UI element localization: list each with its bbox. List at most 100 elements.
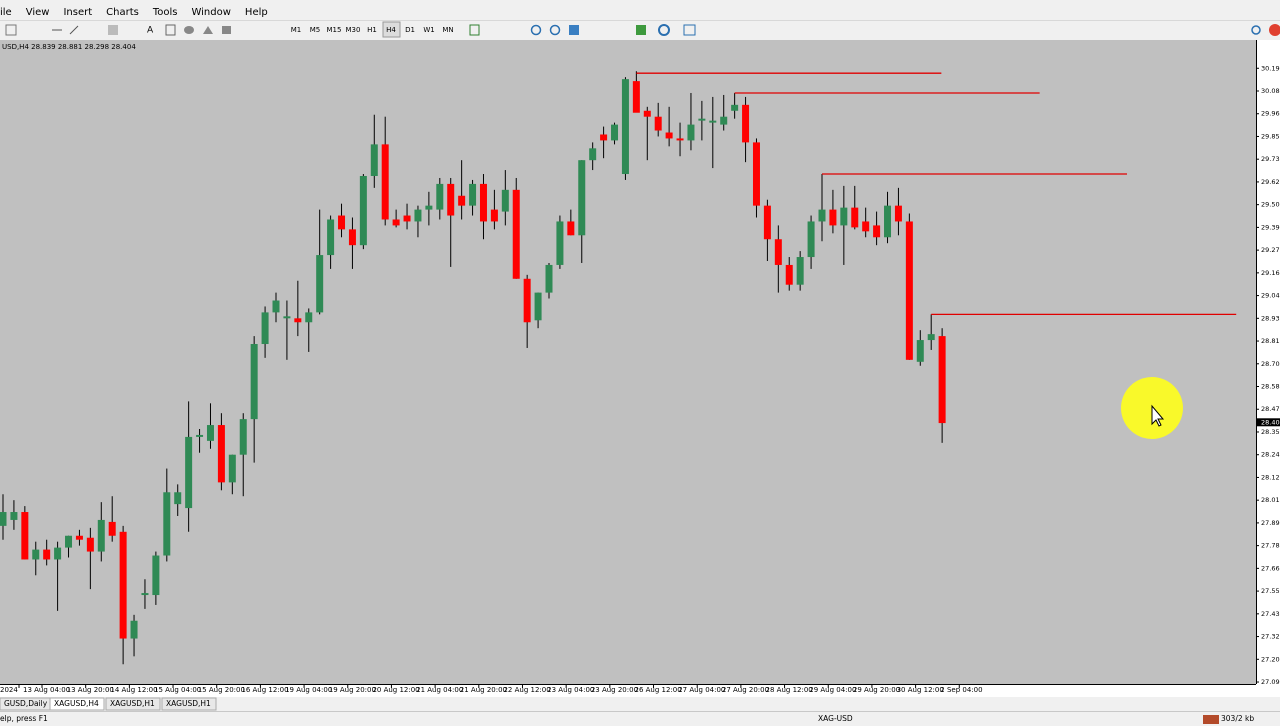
candle-body [938, 336, 946, 424]
candle-body [894, 205, 902, 222]
menu-item[interactable]: Charts [106, 7, 139, 18]
time-label: 30 Aug 12:00 [897, 686, 944, 694]
candle-body [643, 110, 651, 117]
timeframe-button[interactable]: H1 [367, 26, 377, 34]
time-label: 19 Aug 04:00 [285, 686, 332, 694]
candle-body [742, 104, 750, 143]
timeframe-button[interactable]: H4 [386, 26, 396, 34]
candle-body [152, 555, 160, 596]
candle-body [829, 209, 837, 226]
time-label: 23 Aug 20:00 [591, 686, 638, 694]
timeframe-active [382, 21, 401, 38]
candle-body [501, 189, 509, 212]
candle-body [665, 132, 673, 139]
status-bar [0, 712, 1280, 726]
candle-body [589, 148, 597, 161]
price-label: 28.240 [1261, 451, 1280, 459]
candle-body [600, 134, 608, 141]
tab[interactable] [105, 697, 161, 711]
menu-item[interactable]: Tools [152, 7, 178, 18]
candle-body [796, 257, 804, 285]
candle-body [141, 593, 149, 596]
candle-body [862, 221, 870, 232]
tab-label: XAGUSD,H4 [54, 699, 99, 708]
price-label: 28.930 [1261, 314, 1280, 322]
candle-body [206, 425, 214, 441]
time-label: 21 Aug 20:00 [460, 686, 507, 694]
timeframe-button[interactable]: M30 [346, 26, 361, 34]
price-label: 27.320 [1261, 633, 1280, 641]
time-label: 20 Aug 12:00 [372, 686, 419, 694]
price-label: 27.665 [1261, 564, 1280, 572]
tab-label: XAGUSD,H1 [166, 699, 211, 708]
time-label: 13 Aug 04:00 [23, 686, 70, 694]
candle-body [174, 492, 182, 505]
candle-body [676, 138, 684, 141]
last-price-box [1257, 418, 1280, 427]
time-axis [0, 684, 1280, 697]
price-label: 29.275 [1261, 246, 1280, 254]
price-label: 29.620 [1261, 178, 1280, 186]
time-label: 21 Aug 04:00 [416, 686, 463, 694]
price-label: 29.850 [1261, 132, 1280, 140]
candle-body [578, 160, 586, 236]
candle-body [458, 195, 466, 206]
cursor-highlight [1121, 377, 1183, 439]
menu-item[interactable]: Window [191, 7, 230, 18]
candle-body [545, 264, 553, 293]
timeframe-button[interactable]: MN [442, 26, 453, 34]
price-label: 29.160 [1261, 269, 1280, 277]
candle-body [709, 120, 717, 123]
price-label: 28.125 [1261, 473, 1280, 481]
tab[interactable] [49, 697, 105, 711]
candle-body [305, 312, 313, 323]
time-label: 19 Aug 20:00 [329, 686, 376, 694]
candle-body [611, 124, 619, 141]
tab[interactable] [161, 697, 217, 711]
candle-body [32, 549, 40, 560]
candle-body [294, 318, 302, 323]
candle-body [283, 316, 291, 319]
time-label: 15 Aug 20:00 [198, 686, 245, 694]
price-label: 30.195 [1261, 64, 1280, 72]
timeframe-button[interactable]: W1 [423, 26, 434, 34]
menu-item[interactable]: View [26, 7, 50, 18]
time-label: 15 Aug 04:00 [154, 686, 201, 694]
timeframe-button[interactable]: M5 [310, 26, 321, 34]
price-label: 28.010 [1261, 496, 1280, 504]
candle-body [21, 512, 29, 560]
menu-item[interactable]: Insert [63, 7, 92, 18]
timeframe-button[interactable]: M1 [291, 26, 302, 34]
candle-body [436, 183, 444, 210]
time-label: 2024 [0, 686, 18, 694]
candle-body [359, 175, 367, 246]
candle-body [54, 547, 62, 560]
candle-body [731, 104, 739, 111]
candle-body [119, 531, 127, 639]
time-label: 14 Aug 12:00 [110, 686, 157, 694]
price-label: 27.895 [1261, 519, 1280, 527]
candle-body [567, 221, 575, 236]
candle-body [818, 209, 826, 222]
candle-body [239, 419, 247, 455]
time-label: 27 Aug 20:00 [722, 686, 769, 694]
price-label: 29.735 [1261, 155, 1280, 163]
candle-body [130, 620, 138, 639]
candle-body [534, 292, 542, 321]
menu-item[interactable]: ile [0, 7, 12, 18]
toolbar-icons: A [5, 24, 1280, 36]
time-label: 29 Aug 20:00 [853, 686, 900, 694]
candle-body [523, 278, 531, 323]
candle-body [752, 142, 760, 206]
candle-body [698, 118, 706, 121]
candle-body [447, 183, 455, 216]
candle-body [479, 183, 487, 222]
timeframe-button[interactable]: D1 [405, 26, 415, 34]
timeframe-button[interactable]: M15 [327, 26, 342, 34]
menu-item[interactable]: Help [245, 7, 268, 18]
candle-body [905, 221, 913, 360]
candle-body [632, 81, 640, 113]
candle-body [272, 300, 280, 313]
candle-body [512, 189, 520, 279]
price-label: 27.550 [1261, 587, 1280, 595]
